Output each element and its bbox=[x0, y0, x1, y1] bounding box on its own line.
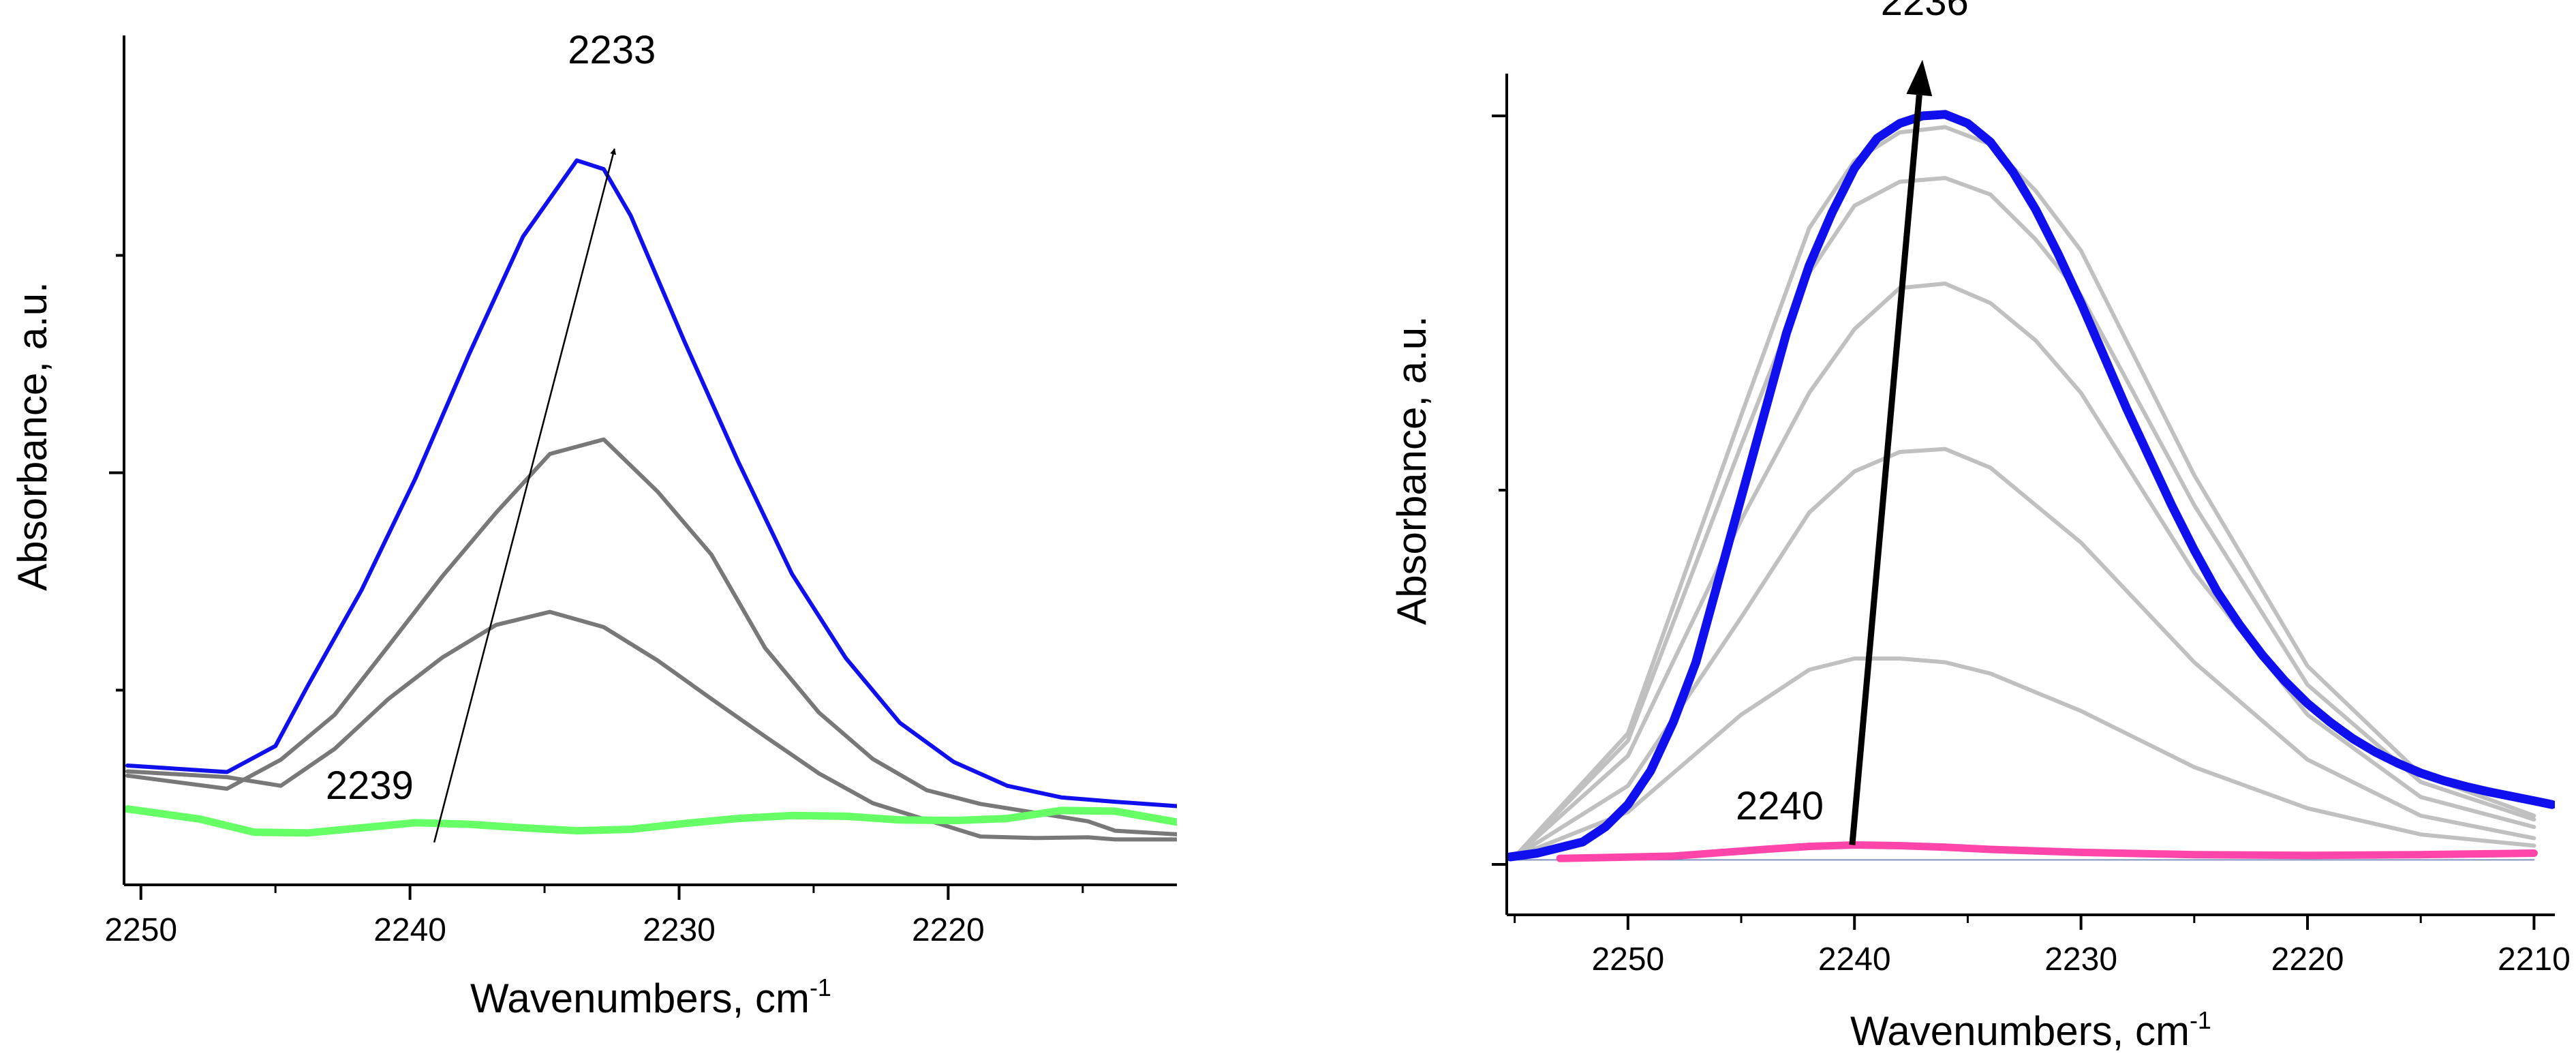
right-panel: 2250 2240 2230 2220 2210 2236 2240 Wavenumber… bbox=[1389, 0, 2571, 1054]
right-x-tick-label: 2250 bbox=[1591, 941, 1664, 978]
right-annotations: 2236 2240 bbox=[1736, 0, 1969, 845]
right-x-axis: 2250 2240 2230 2220 2210 bbox=[1507, 913, 2571, 978]
left-series-blue-line bbox=[125, 158, 1177, 808]
right-y-axis bbox=[1492, 74, 1508, 915]
left-series-gray-2-line bbox=[125, 609, 1177, 842]
right-plot-lines bbox=[1507, 110, 2555, 862]
left-x-tick-label: 2220 bbox=[912, 912, 985, 948]
left-series-gray-1-line bbox=[125, 437, 1177, 836]
right-series-gray-5-line bbox=[1512, 125, 2536, 859]
right-arrow-shaft bbox=[1849, 95, 1922, 845]
right-x-tick-label: 2240 bbox=[1818, 941, 1891, 978]
right-annotation-label: 2236 bbox=[1881, 0, 1969, 24]
left-y-axis bbox=[109, 35, 125, 885]
left-annotation-label: 2239 bbox=[326, 764, 414, 808]
right-y-axis-title: Absorbance, a.u. bbox=[1389, 316, 1435, 625]
left-panel: 2250 2240 2230 2220 2233 2239 Wavenumbers, c… bbox=[10, 28, 1177, 1021]
left-series-green-line bbox=[124, 805, 1177, 837]
left-annotation-label: 2233 bbox=[568, 28, 656, 72]
right-x-tick-label: 2230 bbox=[2044, 941, 2117, 978]
left-x-axis: 2250 2240 2230 2220 bbox=[104, 883, 1177, 948]
left-x-tick-label: 2240 bbox=[373, 912, 446, 948]
right-series-gray-3-line bbox=[1512, 282, 2536, 859]
left-plot-lines bbox=[124, 158, 1177, 842]
right-series-pink-line bbox=[1556, 841, 2538, 862]
right-x-tick-label: 2220 bbox=[2271, 941, 2344, 978]
right-series-blue-line bbox=[1507, 110, 2555, 862]
left-x-tick-label: 2250 bbox=[104, 912, 177, 948]
left-y-axis-title: Absorbance, a.u. bbox=[10, 282, 55, 591]
left-x-tick-label: 2230 bbox=[643, 912, 716, 948]
right-annotation-label: 2240 bbox=[1736, 784, 1824, 828]
left-annotations: 2233 2239 bbox=[326, 28, 656, 843]
right-x-tick-label: 2210 bbox=[2498, 941, 2571, 978]
right-series-gray-2-line bbox=[1512, 447, 2536, 859]
right-series-gray-4-line bbox=[1512, 176, 2536, 859]
left-x-axis-title: Wavenumbers, cm-1 bbox=[470, 973, 831, 1021]
left-arrow bbox=[433, 148, 617, 843]
right-arrow-head bbox=[1906, 59, 1933, 97]
right-series-gray-1-line bbox=[1512, 656, 2536, 859]
right-x-axis-title: Wavenumbers, cm-1 bbox=[1850, 1006, 2211, 1054]
